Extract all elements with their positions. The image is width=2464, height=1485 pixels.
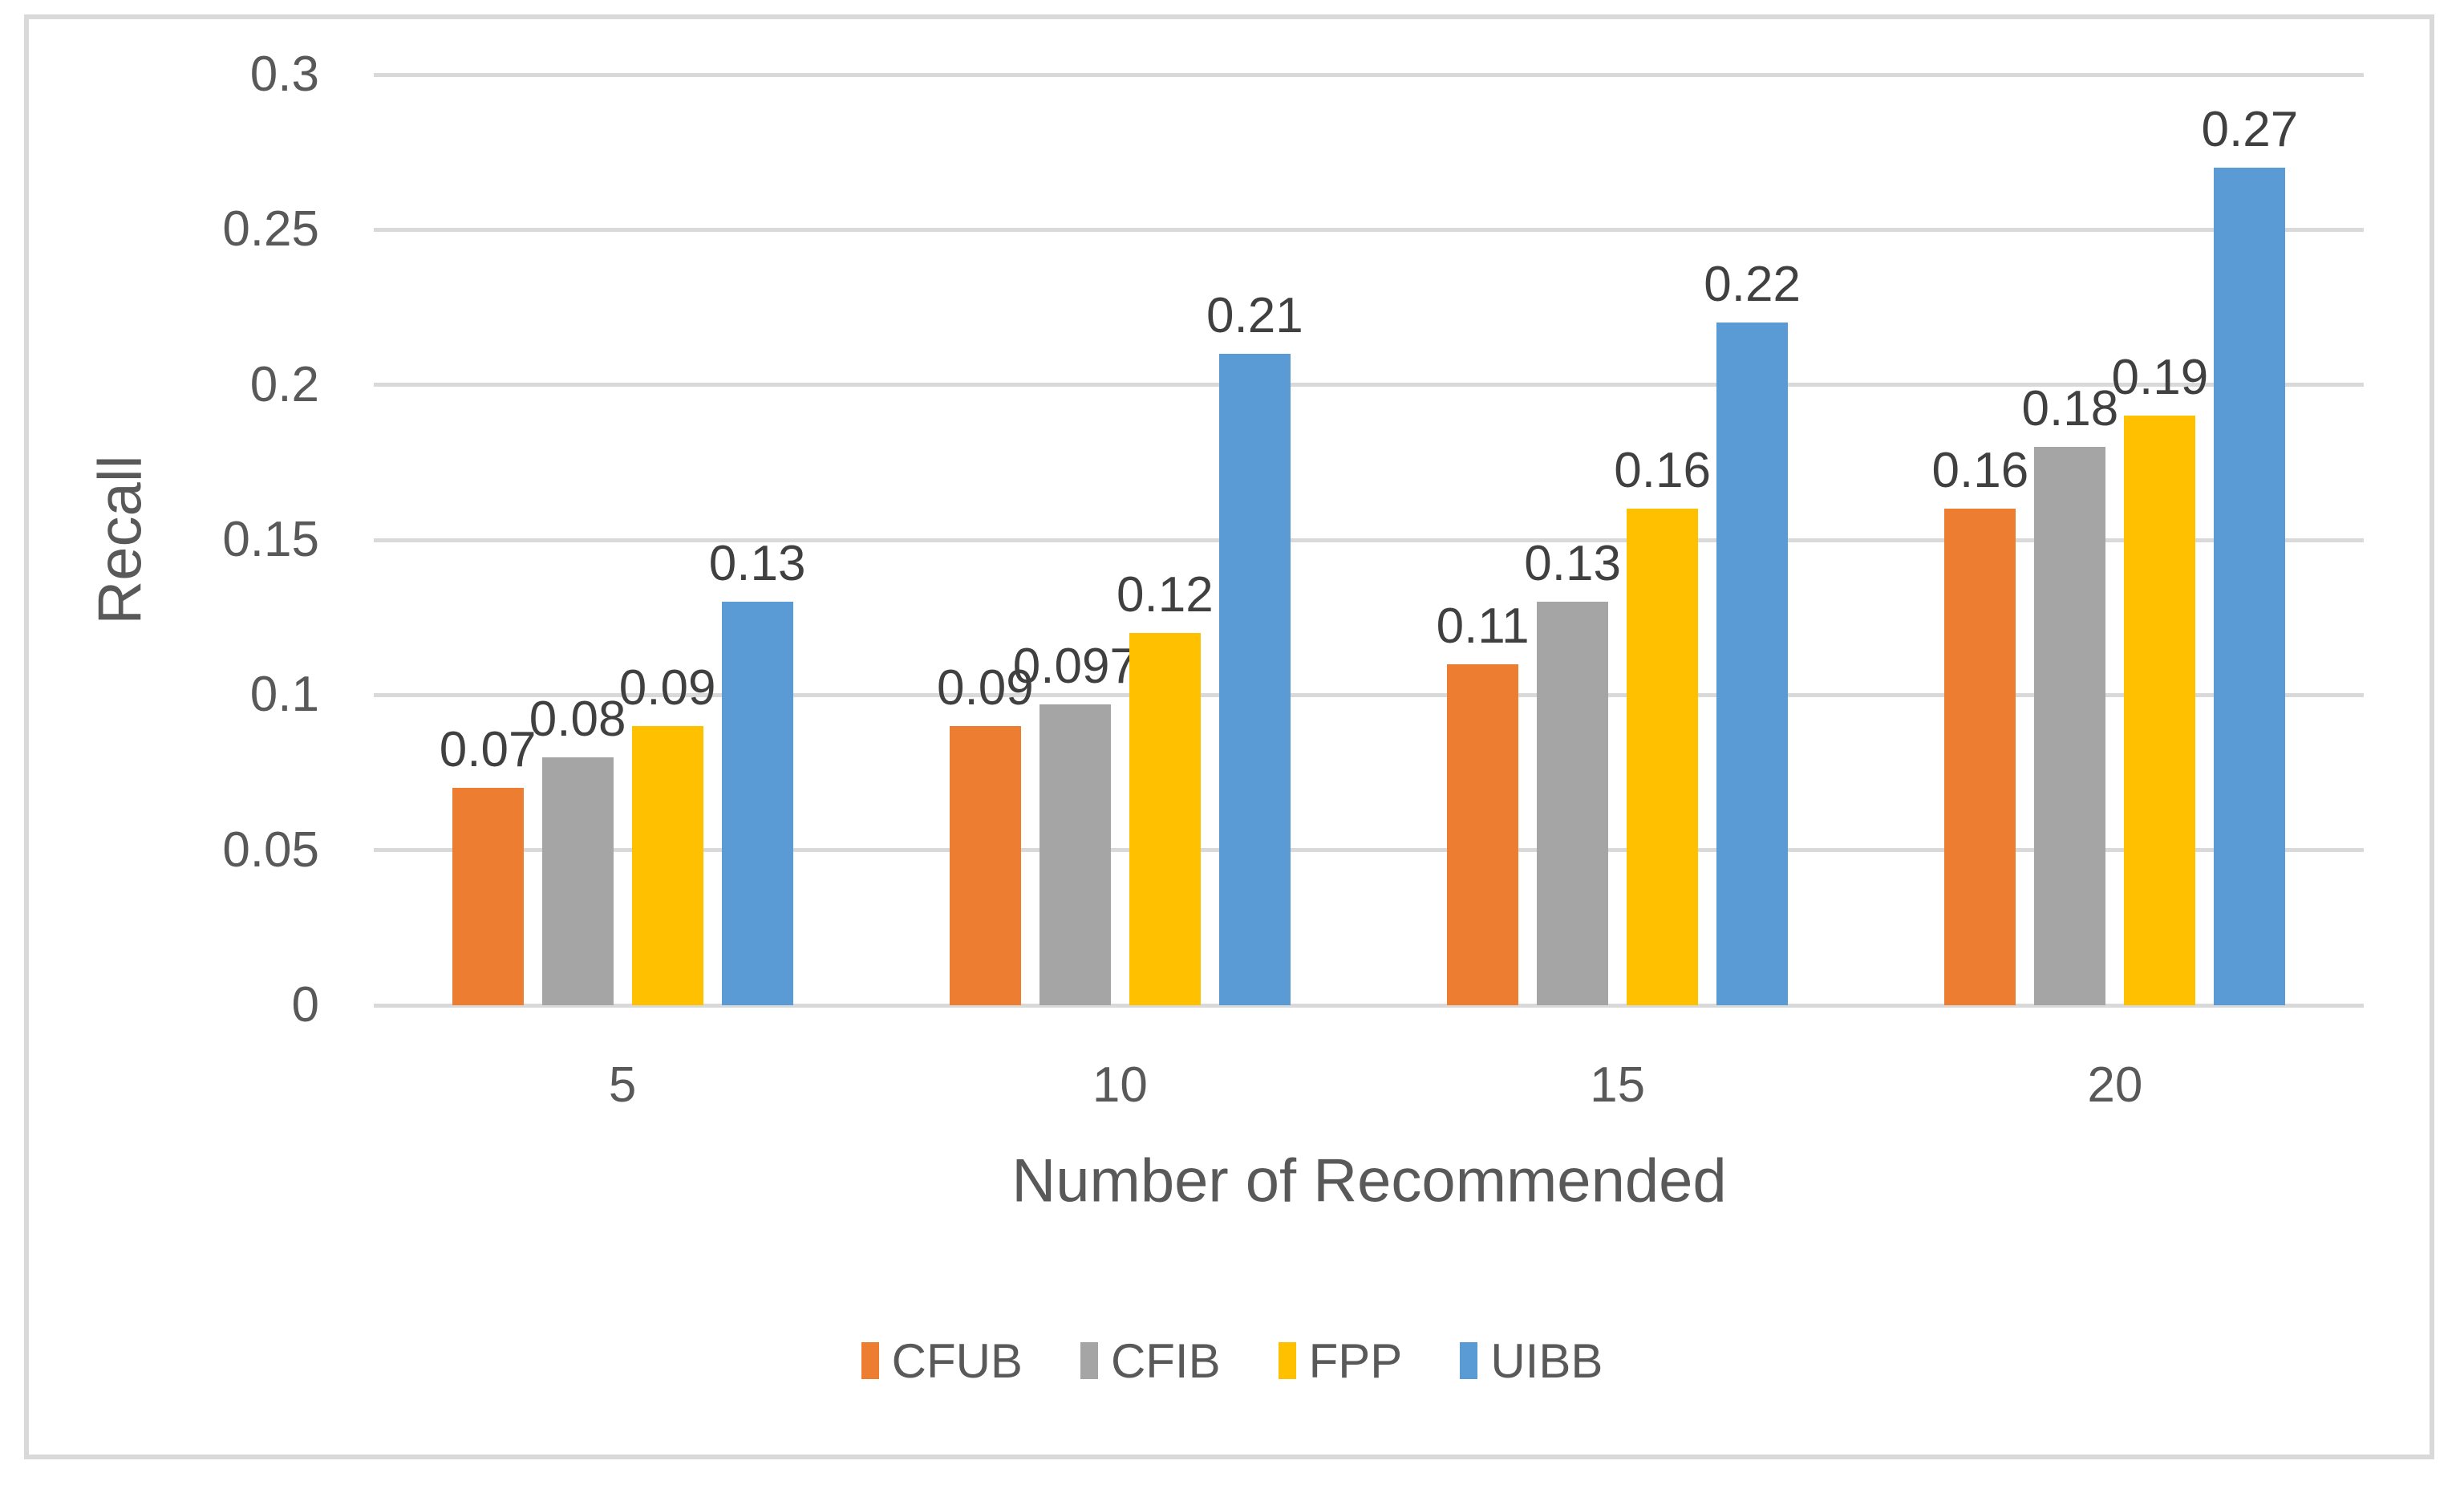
- gridline: [374, 848, 2364, 853]
- data-label: 0.19: [2111, 350, 2209, 406]
- gridline: [374, 538, 2364, 542]
- data-label: 0.22: [1704, 257, 1801, 313]
- y-axis-tick-label: 0.05: [222, 822, 319, 878]
- legend-swatch-cfub: [861, 1342, 879, 1379]
- legend-swatch-cfib: [1080, 1342, 1098, 1379]
- x-axis-tick-label: 20: [2087, 1057, 2143, 1113]
- data-label: 0.097: [1012, 638, 1137, 694]
- bar-cfub-5: [452, 788, 524, 1005]
- data-label: 0.21: [1206, 288, 1303, 343]
- bar-fpp-15: [1627, 509, 1699, 1005]
- bar-uibb-5: [721, 602, 793, 1005]
- legend-item-uibb: UIBB: [1460, 1333, 1603, 1389]
- y-axis-tick-label: 0: [291, 977, 319, 1033]
- bar-uibb-10: [1218, 354, 1291, 1005]
- bar-cfub-15: [1447, 663, 1519, 1005]
- x-axis-tick-label: 10: [1092, 1057, 1148, 1113]
- legend: CFUB CFIB FPP UIBB: [0, 1324, 2464, 1398]
- data-label: 0.16: [1614, 443, 1711, 499]
- data-label: 0.16: [1931, 443, 2029, 499]
- x-axis-tick-label: 15: [1590, 1057, 1646, 1113]
- y-axis-tick-label: 0.15: [222, 512, 319, 567]
- bar-fpp-20: [2124, 416, 2196, 1005]
- data-label: 0.09: [937, 660, 1034, 716]
- gridline: [374, 383, 2364, 387]
- data-label: 0.11: [1436, 598, 1530, 654]
- legend-item-fpp: FPP: [1278, 1333, 1403, 1389]
- y-axis-tick-label: 0.1: [249, 667, 319, 723]
- data-label: 0.09: [618, 660, 716, 716]
- legend-label: UIBB: [1490, 1333, 1603, 1388]
- y-axis-tick-label: 0.25: [222, 201, 319, 258]
- legend-item-cfub: CFUB: [861, 1333, 1023, 1389]
- bar-uibb-20: [2214, 168, 2286, 1005]
- data-label: 0.13: [1524, 536, 1621, 592]
- legend-swatch-fpp: [1278, 1342, 1296, 1379]
- bar-fpp-5: [631, 726, 703, 1005]
- data-label: 0.27: [2201, 102, 2299, 157]
- gridline: [374, 227, 2364, 232]
- bar-cfub-10: [949, 726, 1021, 1005]
- data-label: 0.08: [529, 691, 626, 747]
- bar-fpp-10: [1129, 633, 1201, 1005]
- legend-label: FPP: [1308, 1333, 1403, 1388]
- gridline: [374, 1003, 2364, 1008]
- y-axis-tick-label: 0.3: [249, 47, 319, 102]
- data-label: 0.12: [1116, 567, 1214, 623]
- gridline: [374, 72, 2364, 77]
- x-axis-title: Number of Recommended: [1011, 1146, 1727, 1215]
- bar-cfib-10: [1039, 704, 1111, 1005]
- legend-swatch-uibb: [1460, 1342, 1478, 1379]
- legend-label: CFIB: [1110, 1333, 1221, 1388]
- bar-uibb-15: [1716, 323, 1789, 1005]
- bar-cfib-15: [1537, 602, 1609, 1005]
- bar-cfub-20: [1944, 509, 2016, 1005]
- gridline: [374, 692, 2364, 697]
- x-axis-tick-label: 5: [608, 1057, 637, 1113]
- bar-cfib-5: [541, 757, 614, 1005]
- y-axis-tick-label: 0.2: [249, 356, 319, 412]
- legend-label: CFUB: [891, 1333, 1023, 1388]
- data-label: 0.13: [708, 536, 806, 592]
- bar-cfib-20: [2034, 447, 2106, 1005]
- data-label: 0.07: [439, 722, 537, 778]
- data-label: 0.18: [2021, 381, 2119, 436]
- y-axis-title: Recall: [86, 455, 155, 625]
- legend-item-cfib: CFIB: [1080, 1333, 1221, 1389]
